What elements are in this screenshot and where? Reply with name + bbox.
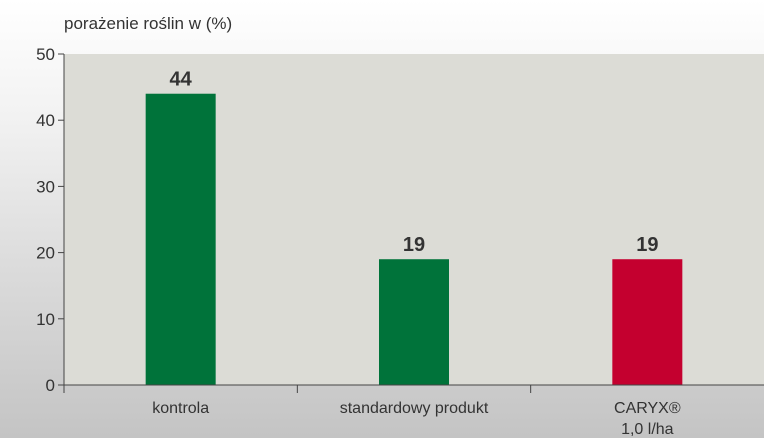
bar-value-label: 19 xyxy=(403,234,425,256)
bar-value-label: 44 xyxy=(170,69,193,91)
x-category-label: CARYX® xyxy=(614,400,681,417)
bar xyxy=(145,93,216,385)
category-labels: kontrola standardowy produkt CARYX® 1,0 l/h… xyxy=(152,400,681,438)
x-category-sublabel: 1,0 l/ha xyxy=(621,421,674,438)
bar xyxy=(612,259,683,385)
y-axis-label: porażenie roślin w (%) xyxy=(64,14,232,33)
x-category-label: kontrola xyxy=(152,400,209,417)
y-tick-label: 0 xyxy=(46,376,55,395)
y-tick-label: 50 xyxy=(36,45,55,64)
y-tick-label: 20 xyxy=(36,244,55,263)
bar xyxy=(379,259,449,385)
y-axis-ticks: 0 10 20 30 40 50 xyxy=(36,45,64,395)
y-tick-label: 10 xyxy=(36,310,55,329)
y-tick-label: 40 xyxy=(36,111,55,130)
axes xyxy=(63,54,764,393)
y-tick-label: 30 xyxy=(36,177,55,196)
x-category-label: standardowy produkt xyxy=(340,400,489,417)
bars: 44 19 19 xyxy=(145,69,683,385)
bar-value-label: 19 xyxy=(636,234,658,256)
